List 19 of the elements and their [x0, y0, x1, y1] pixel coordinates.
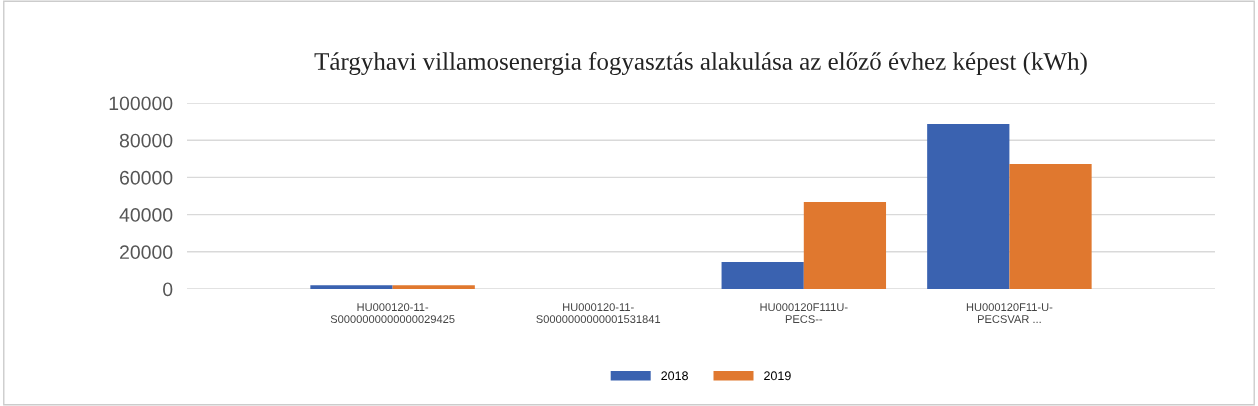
x-tick-label: HU000120F111U- PECS-- [760, 303, 848, 324]
bar [392, 285, 475, 289]
chart-title: Tárgyhavi villamosenergia fogyasztás alakulása az előző évhez képest (kWh) [314, 52, 1087, 76]
y-tick-label: 40000 [119, 208, 173, 222]
x-tick-label: HU000120-11- S0000000000000029425 [330, 303, 455, 324]
x-tick-label: HU000120F11-U- PECSVAR ... [966, 303, 1053, 324]
y-tick-label: 80000 [119, 133, 173, 148]
bar [310, 285, 393, 289]
bar [721, 262, 804, 289]
bar [1009, 164, 1092, 289]
x-tick-label: HU000120-11- S0000000000001531841 [536, 303, 661, 324]
y-tick-label: 20000 [120, 245, 173, 260]
y-tick-label: 100000 [109, 96, 173, 111]
legend-label: 2018 [661, 371, 688, 381]
y-tick-label: 0 [163, 282, 173, 297]
bar [803, 201, 887, 289]
y-tick-label: 60000 [120, 170, 173, 185]
bar [927, 124, 1010, 289]
legend-label: 2019 [764, 371, 791, 381]
